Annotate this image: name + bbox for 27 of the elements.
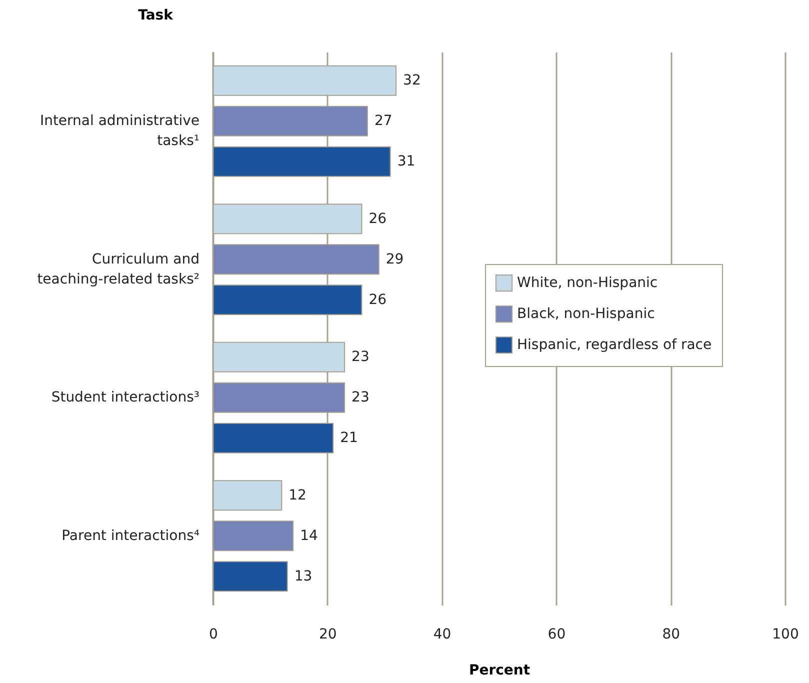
x-tick-label: 0 bbox=[209, 626, 218, 642]
y-tick-label: Curriculum and teaching-related tasks² bbox=[37, 251, 200, 288]
y-axis-title: Task bbox=[138, 8, 174, 24]
data-label: 27 bbox=[374, 113, 392, 130]
y-tick-label: Internal administrative tasks¹ bbox=[40, 113, 200, 150]
data-label: 31 bbox=[397, 154, 416, 170]
y-tick-label: Parent interactions⁴ bbox=[62, 528, 200, 544]
data-label: 14 bbox=[300, 528, 318, 544]
data-label: 32 bbox=[403, 72, 421, 89]
data-label: 26 bbox=[368, 210, 387, 227]
x-tick-label: 20 bbox=[318, 626, 337, 642]
data-label: 12 bbox=[288, 487, 306, 504]
x-tick-label: 60 bbox=[548, 626, 566, 642]
data-label: 23 bbox=[352, 349, 370, 366]
data-label: 26 bbox=[368, 292, 387, 308]
legend-label: White, non-Hispanic bbox=[517, 275, 658, 291]
data-label: 23 bbox=[352, 390, 370, 406]
legend-label: Hispanic, regardless of race bbox=[517, 337, 712, 353]
data-label: 29 bbox=[386, 251, 404, 268]
x-tick-label: 40 bbox=[433, 626, 452, 642]
y-tick-label: Student interactions³ bbox=[51, 390, 200, 406]
x-axis-title: Percent bbox=[468, 662, 530, 678]
legend-label: Black, non-Hispanic bbox=[517, 306, 655, 322]
x-tick-label: 100 bbox=[772, 626, 799, 642]
data-label: 21 bbox=[340, 430, 358, 446]
x-tick-label: 80 bbox=[662, 626, 680, 642]
data-label: 13 bbox=[294, 568, 312, 584]
